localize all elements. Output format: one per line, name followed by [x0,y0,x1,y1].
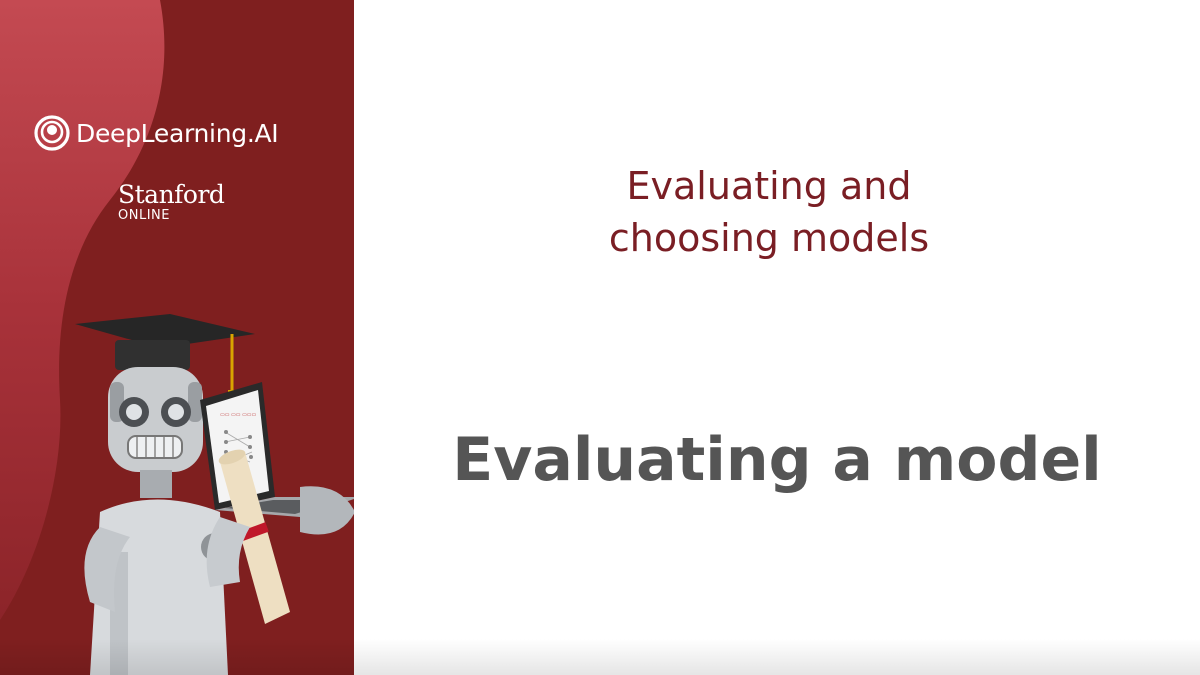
sidebar-wave-background [0,0,165,620]
svg-text:▭▭ ▭▭ ▭▭▭: ▭▭ ▭▭ ▭▭▭ [220,412,257,418]
brand-sidebar: DeepLearning.AI Stanford ONLINE [0,0,354,675]
bottom-shade [0,639,1200,675]
stanford-sub: ONLINE [118,208,170,223]
slide-content: Evaluating and choosing models Evaluatin… [354,0,1200,675]
brand-name: DeepLearning.AI [76,118,279,148]
slide-title: Evaluating a model [452,425,1102,495]
section-title: Evaluating and choosing models [608,164,930,260]
stanford-name: Stanford [118,180,225,209]
graduate-robot-illustration: ▭▭ ▭▭ ▭▭▭ [75,314,354,675]
deeplearning-ai-logo-icon [34,115,70,151]
stanford-online-logo: Stanford ONLINE [118,180,225,224]
deeplearning-ai-logo: DeepLearning.AI [34,115,279,151]
